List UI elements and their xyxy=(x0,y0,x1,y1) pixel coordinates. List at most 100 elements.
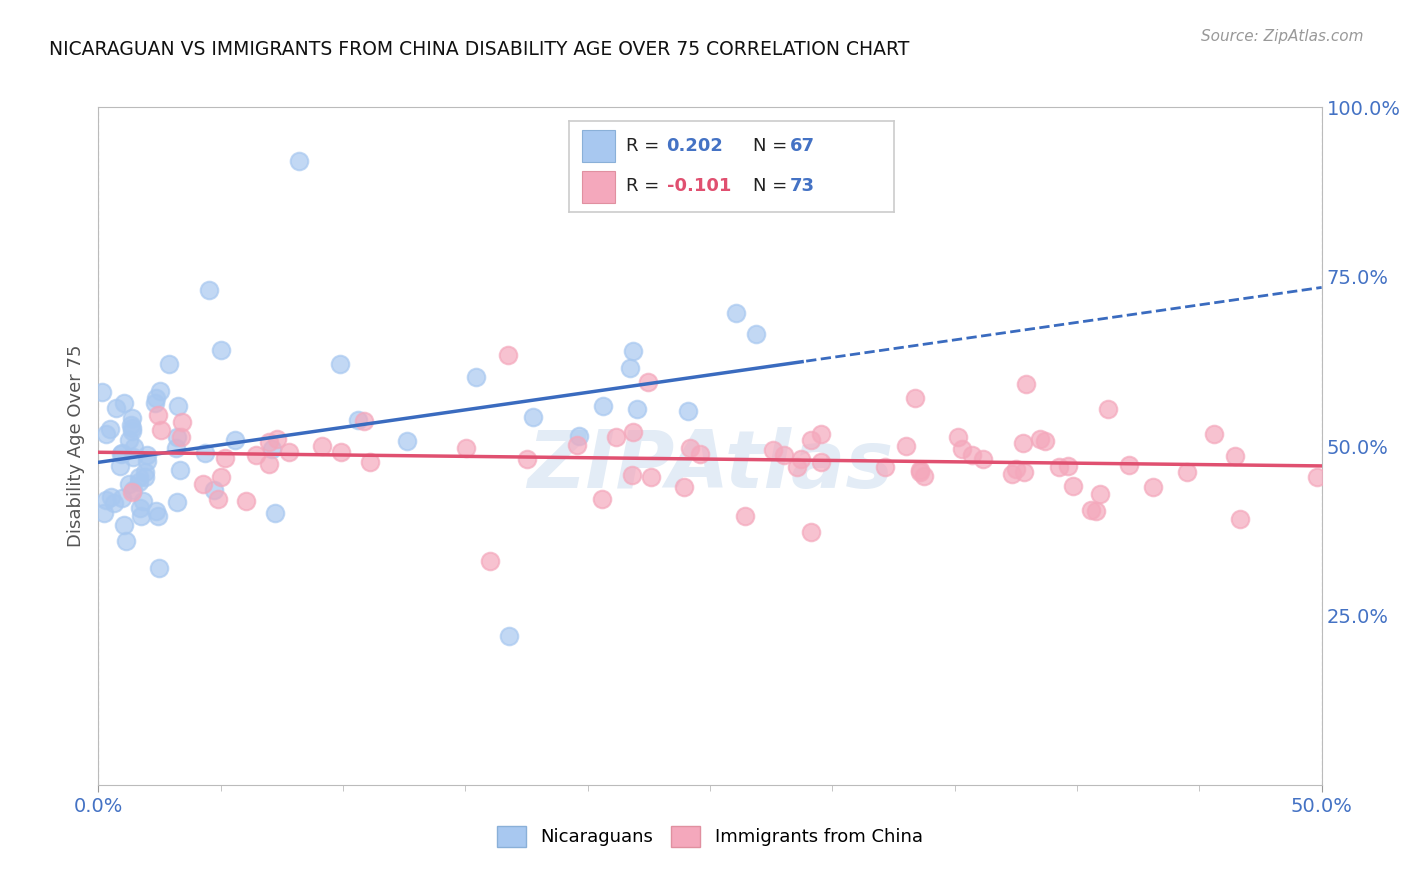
Point xyxy=(266,433,288,447)
Point xyxy=(118,476,141,491)
Point xyxy=(110,447,132,461)
Point xyxy=(1080,502,1102,516)
Point xyxy=(1118,458,1140,472)
Point xyxy=(353,414,375,428)
Point xyxy=(132,494,155,508)
Point xyxy=(1012,465,1035,479)
Point xyxy=(143,396,166,410)
Point xyxy=(149,384,172,398)
Point xyxy=(1202,427,1225,442)
Point xyxy=(786,460,808,475)
Point xyxy=(1097,401,1119,416)
Point xyxy=(762,443,785,458)
Text: Source: ZipAtlas.com: Source: ZipAtlas.com xyxy=(1201,29,1364,44)
Point xyxy=(148,508,170,523)
Point xyxy=(170,430,193,444)
Point xyxy=(211,343,233,357)
Point xyxy=(260,442,283,457)
Point xyxy=(264,506,287,520)
Point xyxy=(136,454,159,468)
Point xyxy=(105,401,128,415)
Point xyxy=(108,459,131,474)
Point xyxy=(146,408,169,422)
Point xyxy=(626,401,648,416)
Point xyxy=(166,494,188,508)
Point xyxy=(1084,504,1107,518)
Point xyxy=(1015,377,1038,392)
Point xyxy=(679,441,702,455)
Text: NICARAGUAN VS IMMIGRANTS FROM CHINA DISABILITY AGE OVER 75 CORRELATION CHART: NICARAGUAN VS IMMIGRANTS FROM CHINA DISA… xyxy=(49,40,910,59)
Point xyxy=(346,413,368,427)
Point xyxy=(91,384,114,399)
Point xyxy=(1306,470,1329,484)
Point xyxy=(637,376,659,390)
Point xyxy=(145,504,167,518)
Point xyxy=(118,433,141,447)
Point xyxy=(724,305,747,319)
Point xyxy=(277,445,299,459)
Point xyxy=(810,455,832,469)
Point xyxy=(464,369,486,384)
Point xyxy=(145,391,167,405)
Point xyxy=(115,534,138,549)
Point xyxy=(479,554,502,568)
Point xyxy=(498,629,520,643)
Point xyxy=(166,430,188,444)
Point xyxy=(167,399,190,413)
Point xyxy=(522,409,544,424)
Point xyxy=(800,525,823,540)
Point xyxy=(592,399,614,413)
Point xyxy=(676,404,699,418)
Point xyxy=(194,446,217,460)
Point xyxy=(810,426,832,441)
Point xyxy=(800,433,823,447)
Point xyxy=(1142,480,1164,494)
Point xyxy=(134,469,156,483)
Point xyxy=(689,447,711,461)
Point xyxy=(257,435,280,450)
Point xyxy=(191,476,214,491)
Point xyxy=(207,491,229,506)
Point xyxy=(98,422,121,436)
Point xyxy=(962,449,984,463)
Point xyxy=(96,426,118,441)
Point xyxy=(150,423,173,437)
Point xyxy=(619,361,641,376)
Legend: Nicaraguans, Immigrants from China: Nicaraguans, Immigrants from China xyxy=(491,819,929,854)
Text: ZIPAtlas: ZIPAtlas xyxy=(527,427,893,506)
Point xyxy=(672,480,695,494)
Point xyxy=(904,391,927,405)
Point xyxy=(894,439,917,453)
Point xyxy=(170,415,193,429)
Point xyxy=(908,466,931,480)
Point xyxy=(202,483,225,498)
Point xyxy=(910,463,932,477)
Point xyxy=(197,283,219,297)
Point xyxy=(568,429,591,443)
Y-axis label: Disability Age Over 75: Disability Age Over 75 xyxy=(66,344,84,548)
Point xyxy=(605,429,627,443)
Point xyxy=(912,468,935,483)
Point xyxy=(122,483,145,498)
Point xyxy=(946,430,969,444)
Point xyxy=(121,420,143,434)
Point xyxy=(790,452,813,467)
Point xyxy=(288,154,311,169)
Point xyxy=(93,506,115,520)
Point xyxy=(1047,460,1070,475)
Point xyxy=(121,410,143,425)
Point xyxy=(121,424,143,438)
Point xyxy=(157,357,180,371)
Point xyxy=(94,493,117,508)
Point xyxy=(734,508,756,523)
Point xyxy=(1175,465,1198,479)
Point xyxy=(620,468,643,483)
Point xyxy=(129,501,152,516)
Point xyxy=(100,490,122,504)
Point xyxy=(591,491,613,506)
Point xyxy=(120,417,142,432)
Point xyxy=(329,444,352,458)
Point xyxy=(395,434,418,449)
Point xyxy=(112,518,135,533)
Point xyxy=(134,466,156,480)
